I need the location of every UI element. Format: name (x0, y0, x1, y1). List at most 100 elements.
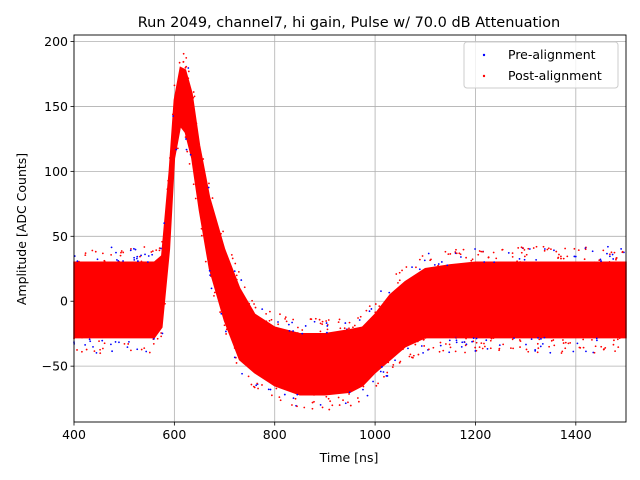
post-alignment-point (421, 255, 424, 257)
post-alignment-point (398, 279, 401, 282)
pre-alignment-point (486, 347, 489, 350)
post-alignment-point (368, 305, 371, 307)
pre-alignment-point (474, 350, 477, 352)
post-alignment-point (454, 350, 457, 353)
post-alignment-point (498, 347, 501, 350)
post-alignment-point (338, 318, 341, 321)
pre-alignment-point (446, 264, 449, 267)
pre-alignment-point (233, 270, 236, 273)
post-alignment-point (480, 342, 483, 344)
post-alignment-point (409, 353, 412, 356)
post-alignment-point (150, 251, 153, 253)
pre-alignment-point (525, 343, 527, 346)
post-alignment-point (602, 249, 605, 252)
post-alignment-point (579, 346, 582, 349)
post-alignment-point (185, 56, 188, 59)
post-alignment-point (377, 382, 379, 385)
post-alignment-point (511, 252, 514, 255)
post-alignment-point (78, 260, 80, 263)
plot-frame (73, 34, 627, 423)
post-alignment-point (91, 249, 94, 252)
post-alignment-point (478, 346, 481, 349)
pre-alignment-point (380, 366, 383, 368)
post-alignment-point (94, 250, 97, 253)
post-alignment-point (498, 349, 501, 352)
post-alignment-point (252, 385, 255, 388)
pre-alignment-point (233, 356, 236, 359)
post-alignment-point (495, 257, 498, 260)
pre-alignment-point (134, 248, 137, 251)
pre-alignment-point (136, 255, 139, 258)
post-alignment-point (438, 350, 441, 353)
post-alignment-point (417, 353, 420, 356)
pre-alignment-point (76, 260, 79, 263)
post-alignment-point (604, 347, 607, 349)
x-axis-label: Time [ns] (319, 450, 379, 465)
post-alignment-point (401, 269, 403, 272)
pre-alignment-point (122, 260, 124, 262)
post-alignment-point (123, 342, 126, 345)
post-alignment-point (253, 303, 255, 305)
pre-alignment-point (549, 351, 552, 354)
post-alignment-point (439, 341, 442, 344)
post-alignment-point (337, 396, 340, 399)
pre-alignment-point (420, 345, 423, 347)
post-alignment-point (569, 341, 572, 344)
post-alignment-point (265, 312, 268, 315)
pre-alignment-point (411, 266, 413, 269)
x-tick-label: 600 (162, 427, 186, 442)
post-alignment-point (140, 260, 143, 263)
post-alignment-point (536, 351, 539, 354)
post-alignment-point (202, 158, 205, 160)
pre-alignment-point (185, 148, 188, 151)
post-alignment-point (321, 323, 324, 326)
post-alignment-point (152, 342, 155, 345)
post-alignment-point (235, 274, 238, 277)
x-tick-label: 800 (263, 427, 287, 442)
post-alignment-point (598, 259, 601, 262)
post-alignment-point (614, 350, 616, 353)
post-alignment-point (477, 253, 480, 256)
post-alignment-point (448, 343, 451, 346)
post-alignment-point (560, 257, 562, 260)
post-alignment-point (582, 338, 585, 341)
post-alignment-point (415, 266, 417, 269)
post-alignment-point (261, 384, 263, 386)
pre-alignment-point (460, 256, 462, 258)
post-alignment-point (93, 350, 96, 353)
pre-alignment-point (118, 341, 120, 344)
pre-alignment-point (455, 339, 458, 342)
pre-alignment-point (114, 341, 117, 343)
pre-alignment-point (92, 345, 94, 348)
pre-alignment-point (210, 287, 213, 290)
post-alignment-point (327, 319, 330, 321)
post-alignment-point (118, 260, 121, 263)
post-alignment-point (235, 278, 238, 281)
pre-alignment-point (175, 148, 178, 151)
post-alignment-point (359, 315, 362, 318)
pre-alignment-point (370, 308, 373, 310)
post-alignment-point (160, 335, 163, 338)
post-alignment-point (349, 404, 352, 407)
pre-alignment-point (95, 351, 98, 354)
post-alignment-point (208, 182, 210, 185)
pre-alignment-point (110, 246, 113, 249)
post-alignment-point (444, 250, 447, 253)
post-alignment-point (525, 348, 528, 351)
x-tick-label: 1200 (460, 427, 492, 442)
post-alignment-point (140, 348, 143, 351)
post-alignment-point (474, 346, 477, 349)
pre-alignment-point (530, 338, 533, 340)
post-alignment-point (101, 347, 104, 350)
post-alignment-point (81, 336, 83, 339)
post-alignment-point (553, 344, 556, 347)
pre-alignment-point (460, 345, 463, 348)
y-tick-label: 0 (60, 294, 68, 309)
post-alignment-point (550, 248, 552, 250)
pre-alignment-point (136, 348, 139, 351)
pre-alignment-point (379, 370, 382, 373)
post-alignment-point (122, 251, 125, 254)
pre-alignment-point (439, 344, 442, 347)
pre-alignment-point (325, 322, 328, 324)
post-alignment-point (618, 337, 621, 339)
